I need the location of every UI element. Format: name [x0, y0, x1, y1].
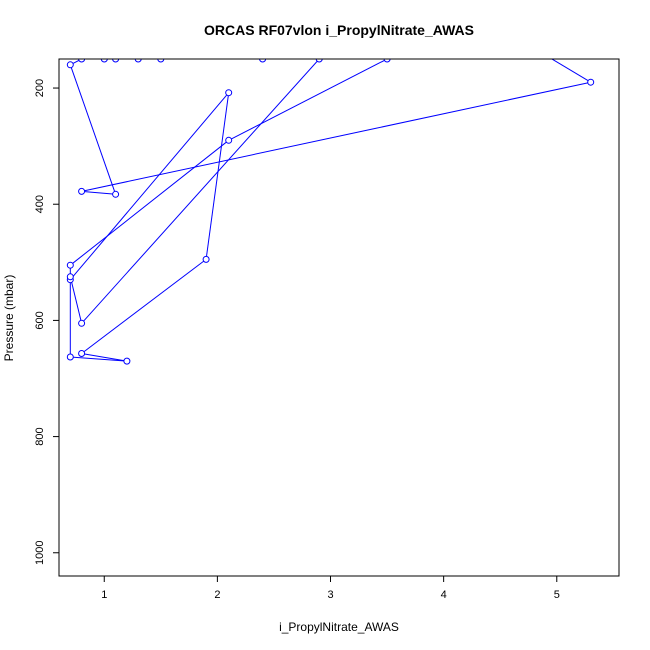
- y-tick-label: 600: [34, 311, 46, 329]
- series-segment: [81, 81, 591, 192]
- x-axis: 1 2 3 4 5: [101, 576, 560, 601]
- data-point: [225, 89, 233, 97]
- series-segment: [81, 259, 207, 354]
- data-point: [112, 190, 120, 198]
- data-point: [112, 59, 120, 63]
- x-tick-label: 5: [554, 589, 560, 601]
- series-segment: [69, 139, 230, 266]
- y-tick-label: 800: [34, 427, 46, 445]
- x-tick-label: 2: [214, 589, 220, 601]
- data-point: [78, 319, 86, 327]
- data-point: [520, 39, 526, 45]
- x-axis-label: i_PropylNitrate_AWAS: [279, 620, 399, 634]
- series-segment: [550, 59, 591, 83]
- data-point: [66, 261, 74, 269]
- data-point: [66, 353, 74, 361]
- data-point: [225, 136, 233, 144]
- data-point: [259, 59, 267, 63]
- series-segment: [69, 64, 117, 195]
- series-segment: [228, 59, 388, 141]
- plot-area: [58, 39, 620, 577]
- x-tick-label: 4: [441, 589, 447, 601]
- data-point: [78, 187, 86, 195]
- data-point: [587, 78, 595, 86]
- series-segment: [205, 92, 230, 260]
- series-segment: [69, 92, 230, 281]
- data-point: [78, 59, 86, 63]
- series-segment: [81, 353, 127, 362]
- series-segment: [70, 356, 127, 362]
- x-tick-label: 1: [101, 589, 107, 601]
- series-segment: [81, 59, 320, 324]
- data-point: [100, 59, 108, 63]
- series-segment: [81, 190, 116, 195]
- plot-frame: [58, 58, 620, 577]
- y-tick-label: 200: [34, 79, 46, 97]
- data-point: [66, 273, 74, 281]
- data-point: [134, 59, 142, 63]
- data-point: [383, 59, 391, 63]
- data-point: [202, 255, 210, 263]
- y-axis-label: Pressure (mbar): [2, 275, 16, 362]
- data-point: [66, 61, 74, 69]
- y-tick-label: 1000: [34, 541, 46, 565]
- data-point: [315, 59, 323, 63]
- data-point: [78, 350, 86, 357]
- x-tick-label: 3: [327, 589, 333, 601]
- chart-title: ORCAS RF07vlon i_PropylNitrate_AWAS: [204, 22, 474, 38]
- y-axis: 200 400 600 800 1000: [34, 79, 59, 565]
- y-tick-label: 400: [34, 195, 46, 213]
- data-point: [157, 59, 165, 63]
- series-segment: [387, 59, 392, 60]
- series-segment: [69, 276, 83, 324]
- data-point: [123, 357, 131, 365]
